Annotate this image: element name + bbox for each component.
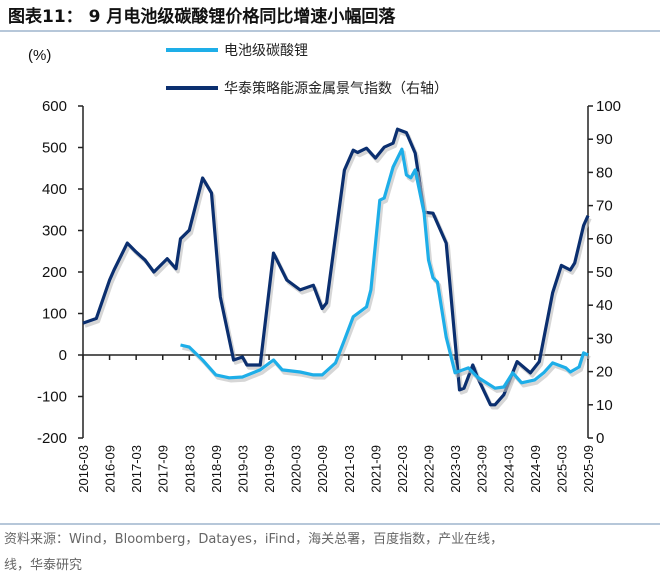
chart-title: 图表11： 9 月电池级碳酸锂价格同比增速小幅回落 (8, 6, 396, 27)
legend-label-lithium-carbonate: 电池级碳酸锂 (224, 43, 308, 59)
x-tick-label: 2021-03 (342, 445, 357, 493)
left-tick-label: 200 (42, 264, 67, 281)
left-tick-label: 500 (42, 140, 67, 157)
x-tick-label: 2017-09 (156, 445, 171, 493)
x-tick-label: 2017-03 (129, 445, 144, 493)
right-tick-label: 40 (596, 297, 613, 314)
right-tick-label: 90 (596, 131, 613, 148)
x-tick-label: 2016-03 (76, 445, 91, 493)
right-tick-label: 80 (596, 164, 613, 181)
x-tick-label: 2022-03 (395, 445, 410, 493)
x-tick-label: 2023-09 (475, 445, 490, 493)
right-tick-label: 70 (596, 198, 613, 215)
right-tick-label: 10 (596, 397, 613, 414)
left-tick-label: 0 (59, 347, 67, 364)
x-tick-label: 2022-09 (422, 445, 437, 493)
x-tick-label: 2023-03 (448, 445, 463, 493)
left-tick-label: 300 (42, 223, 67, 240)
left-tick-label: -100 (37, 389, 67, 406)
x-tick-label: 2018-09 (209, 445, 224, 493)
x-tick-label: 2024-09 (528, 445, 543, 493)
x-tick-label: 2018-03 (182, 445, 197, 493)
right-tick-label: 50 (596, 264, 613, 281)
left-tick-label: 400 (42, 181, 67, 198)
x-tick-label: 2020-09 (315, 445, 330, 493)
x-tick-label: 2021-09 (368, 445, 383, 493)
right-tick-label: 60 (596, 231, 613, 248)
x-tick-label: 2025-09 (581, 445, 596, 493)
right-tick-label: 0 (596, 430, 604, 447)
source-note-line2: 线，华泰研究 (4, 558, 82, 573)
series-line-lithium-carbonate (180, 147, 589, 390)
x-tick-label: 2016-09 (103, 445, 118, 493)
left-axis-unit: (%) (28, 47, 51, 64)
left-tick-label: 100 (42, 306, 67, 323)
source-note: 资料来源：Wind，Bloomberg，Datayes，iFind，海关总署，百… (4, 531, 503, 547)
x-tick-label: 2025-03 (554, 445, 569, 493)
x-tick-label: 2019-09 (262, 445, 277, 493)
right-tick-label: 100 (596, 98, 621, 115)
right-tick-label: 30 (596, 330, 613, 347)
left-tick-label: 600 (42, 98, 67, 115)
x-tick-label: 2020-03 (289, 445, 304, 493)
legend-label-energy-metal-index: 华泰策略能源金属景气指数（右轴） (224, 80, 448, 97)
right-tick-label: 20 (596, 364, 613, 381)
x-tick-label: 2019-03 (235, 445, 250, 493)
left-tick-label: -200 (37, 430, 67, 447)
x-tick-label: 2024-03 (501, 445, 516, 493)
